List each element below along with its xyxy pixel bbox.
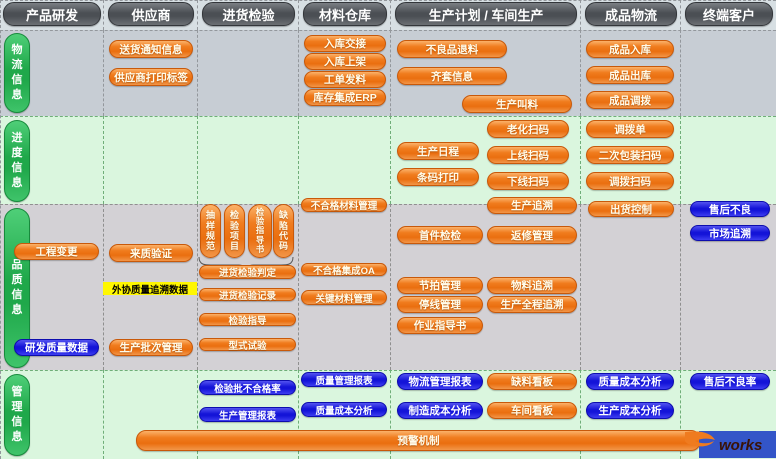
svg-text:works: works [719, 437, 762, 454]
